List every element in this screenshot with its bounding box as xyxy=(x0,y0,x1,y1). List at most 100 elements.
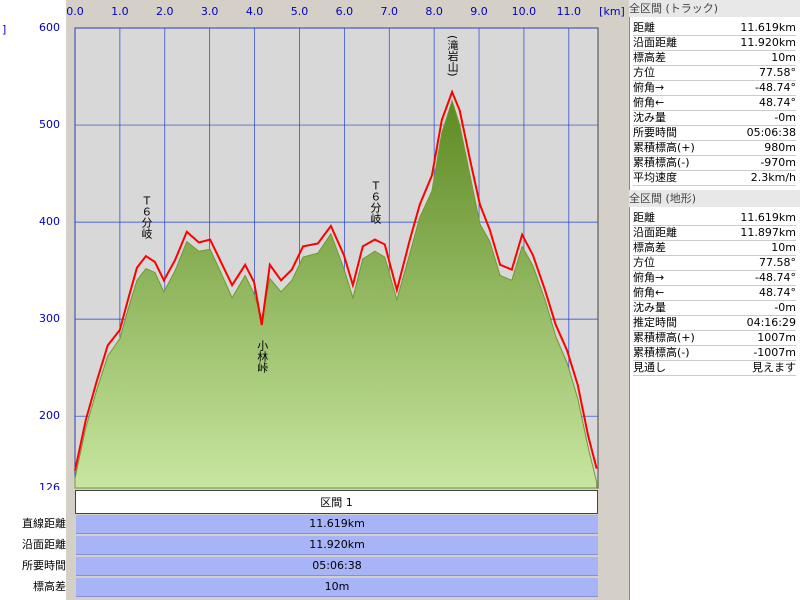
panel-row: 沈み量 -0m xyxy=(633,110,796,126)
x-tick-label: 3.0 xyxy=(201,5,219,18)
row-value: 77.58° xyxy=(759,66,796,79)
chart: [km] ] 0.0 1.0 2.0 3.0 4.0 5.0 6.0 7.0 8.0 9.0 10.… xyxy=(2,5,625,490)
panel-row: 距離 11.619km xyxy=(633,210,796,226)
panel-title: 全区間 (トラック) xyxy=(629,0,800,17)
row-label: 標高差 xyxy=(33,580,66,593)
row-value: 11.920km xyxy=(740,36,796,49)
row-label: 所要時間 xyxy=(22,559,66,572)
panel-row: 平均速度 2.3km/h xyxy=(633,170,796,186)
x-tick-label: 8.0 xyxy=(425,5,443,18)
panel-row: 距離 11.619km xyxy=(633,20,796,36)
row-value: -0m xyxy=(774,301,796,314)
panel-row: 俯角← 48.74° xyxy=(633,95,796,111)
row-value: 11.619km xyxy=(740,21,796,34)
row-label: 累積標高(-) xyxy=(633,346,690,359)
track-line xyxy=(74,89,598,471)
panel-row: 累積標高(-) -1007m xyxy=(633,345,796,361)
row-value: -0m xyxy=(774,111,796,124)
panel-row: 方位 77.58° xyxy=(633,255,796,271)
row-value: 10m xyxy=(771,241,796,254)
x-tick-label: 11.0 xyxy=(557,5,582,18)
row-value: 05:06:38 xyxy=(746,126,796,139)
row-label: 直線距離 xyxy=(22,517,66,530)
annotation: Ｔ６分岐 xyxy=(368,180,382,224)
row-label: 推定時間 xyxy=(633,316,677,329)
row-value: 77.58° xyxy=(759,256,796,269)
x-tick-label: 10.0 xyxy=(512,5,537,18)
panel-row: 沿面距離 11.897km xyxy=(633,225,796,241)
panel-row: 沿面距離 11.920km xyxy=(633,35,796,51)
row-label: 俯角← xyxy=(633,286,665,299)
row-value: 05:06:38 xyxy=(76,557,598,576)
x-tick-label: 0.0 xyxy=(66,5,84,18)
row-label: 沿面距離 xyxy=(633,36,677,49)
row-value: 11.619km xyxy=(76,515,598,534)
annotation: (滝岩山) xyxy=(446,35,460,77)
row-label: 方位 xyxy=(633,256,655,269)
row-value: 1007m xyxy=(757,331,796,344)
x-tick-label: 4.0 xyxy=(246,5,264,18)
row-value: -48.74° xyxy=(755,81,796,94)
row-label: 距離 xyxy=(633,21,655,34)
row-label: 累積標高(+) xyxy=(633,141,695,154)
row-value: 見えます xyxy=(752,361,796,374)
row-label: 平均速度 xyxy=(633,171,677,184)
row-label: 所要時間 xyxy=(633,126,677,139)
y-tick-label: 500 xyxy=(39,118,60,131)
row-value: 11.920km xyxy=(76,536,598,555)
y-tick-label: 200 xyxy=(39,409,60,422)
panel-row: 累積標高(-) -970m xyxy=(633,155,796,171)
row-label: 沈み量 xyxy=(633,111,666,124)
panel-row: 沈み量 -0m xyxy=(633,300,796,316)
row-label: 見通し xyxy=(633,361,666,374)
panel-row: 方位 77.58° xyxy=(633,65,796,81)
y-tick-label: 400 xyxy=(39,215,60,228)
row-label: 沈み量 xyxy=(633,301,666,314)
terrain-area xyxy=(74,99,598,489)
annotation: Ｔ６分岐 xyxy=(139,195,153,239)
row-value: -48.74° xyxy=(755,271,796,284)
row-value: 980m xyxy=(764,141,796,154)
row-label: 距離 xyxy=(633,211,655,224)
x-tick-label: 2.0 xyxy=(156,5,174,18)
panel-row: 俯角← 48.74° xyxy=(633,285,796,301)
left-pane xyxy=(0,0,66,600)
panel-title: 全区間 (地形) xyxy=(629,190,800,207)
row-value: 48.74° xyxy=(759,96,796,109)
panel-row: 累積標高(+) 980m xyxy=(633,140,796,156)
row-label: 俯角→ xyxy=(633,271,665,284)
row-label: 方位 xyxy=(633,66,655,79)
y-tick-label: 126 xyxy=(39,481,60,490)
section-header: 区間 1 xyxy=(75,490,598,514)
row-value: -1007m xyxy=(753,346,796,359)
x-tick-label: 6.0 xyxy=(336,5,354,18)
panel-row: 推定時間 04:16:29 xyxy=(633,315,796,331)
row-label: 標高差 xyxy=(633,241,666,254)
row-label: 標高差 xyxy=(633,51,666,64)
row-label: 沿面距離 xyxy=(22,538,66,551)
panel-row: 標高差 10m xyxy=(633,50,796,66)
row-value: -970m xyxy=(760,156,796,169)
row-value: 10m xyxy=(76,578,598,597)
row-label: 俯角→ xyxy=(633,81,665,94)
row-label: 俯角← xyxy=(633,96,665,109)
x-tick-label: 5.0 xyxy=(291,5,309,18)
y-unit: ] xyxy=(2,23,6,36)
row-label: 沿面距離 xyxy=(633,226,677,239)
row-value: 11.619km xyxy=(740,211,796,224)
panel-row: 見通し 見えます xyxy=(633,360,796,376)
panel-row: 俯角→ -48.74° xyxy=(633,80,796,96)
panel-row: 累積標高(+) 1007m xyxy=(633,330,796,346)
row-value: 04:16:29 xyxy=(746,316,796,329)
row-value: 2.3km/h xyxy=(750,171,796,184)
x-tick-label: 1.0 xyxy=(111,5,129,18)
row-value: 11.897km xyxy=(740,226,796,239)
row-label: 累積標高(-) xyxy=(633,156,690,169)
row-value: 10m xyxy=(771,51,796,64)
panel-row: 標高差 10m xyxy=(633,240,796,256)
row-value: 48.74° xyxy=(759,286,796,299)
row-label: 累積標高(+) xyxy=(633,331,695,344)
x-unit: [km] xyxy=(599,5,625,18)
annotation: 小林峠 xyxy=(255,340,269,373)
